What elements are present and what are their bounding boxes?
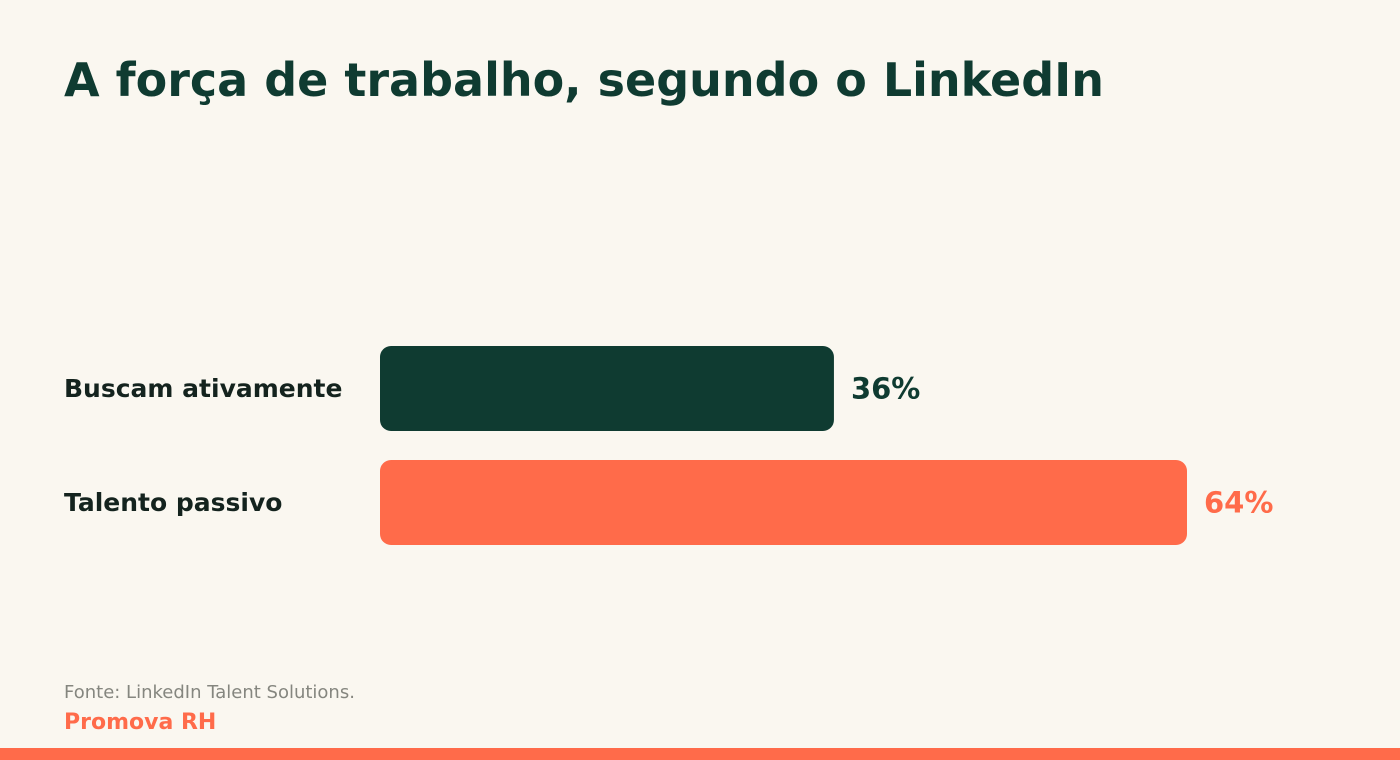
category-label: Buscam ativamente <box>64 374 342 403</box>
source-note: Fonte: LinkedIn Talent Solutions. <box>64 681 355 705</box>
value-label: 36% <box>851 372 920 406</box>
chart-bars: Buscam ativamente 36% Talento passivo 64% <box>64 346 1273 545</box>
value-label: 64% <box>1204 486 1273 520</box>
brand-name: Promova RH <box>64 709 216 737</box>
category-label: Talento passivo <box>64 488 282 517</box>
bar <box>380 460 1187 545</box>
bottom-accent-bar <box>0 748 1400 760</box>
bar <box>380 346 834 431</box>
